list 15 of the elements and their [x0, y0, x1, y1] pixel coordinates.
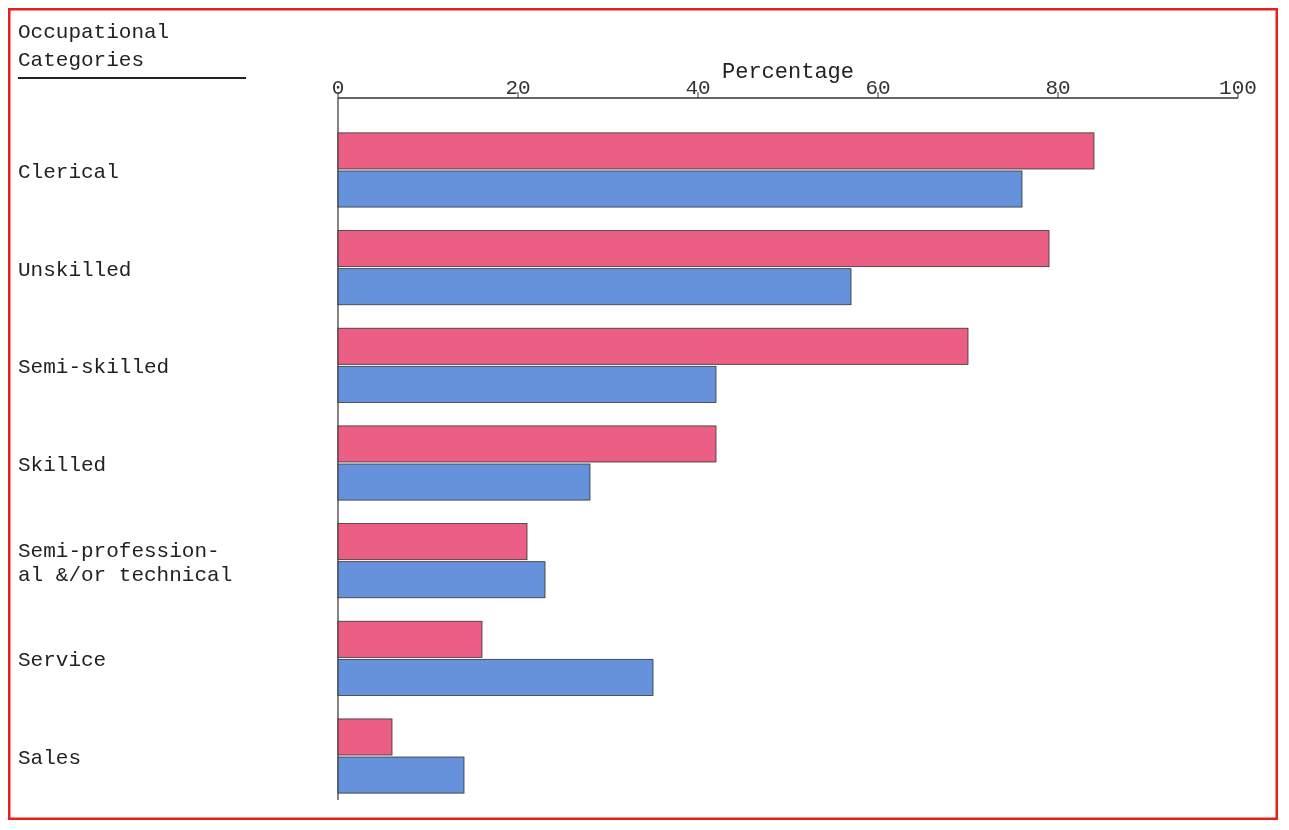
x-tick-label: 0	[331, 77, 345, 100]
y-tick-label: Clerical	[18, 160, 119, 184]
y-tick-label: Unskilled	[18, 258, 132, 282]
x-tick-label: 60	[865, 77, 891, 100]
y-tick-label: Semi-profession-al &/or technical	[18, 539, 233, 587]
y-tick-label: Semi-skilled	[18, 356, 170, 380]
y-axis-title: Occupational Categories	[18, 21, 170, 72]
y-tick-label: Sales	[18, 747, 82, 771]
x-axis-title: Percentage	[721, 60, 855, 85]
x-tick-label: 20	[505, 77, 531, 100]
x-tick-label: 40	[685, 77, 711, 100]
x-tick-label: 100	[1219, 77, 1257, 100]
y-tick-label: Skilled	[18, 454, 107, 477]
y-tick-label: Service	[18, 649, 107, 673]
x-tick-label: 80	[1045, 77, 1071, 100]
